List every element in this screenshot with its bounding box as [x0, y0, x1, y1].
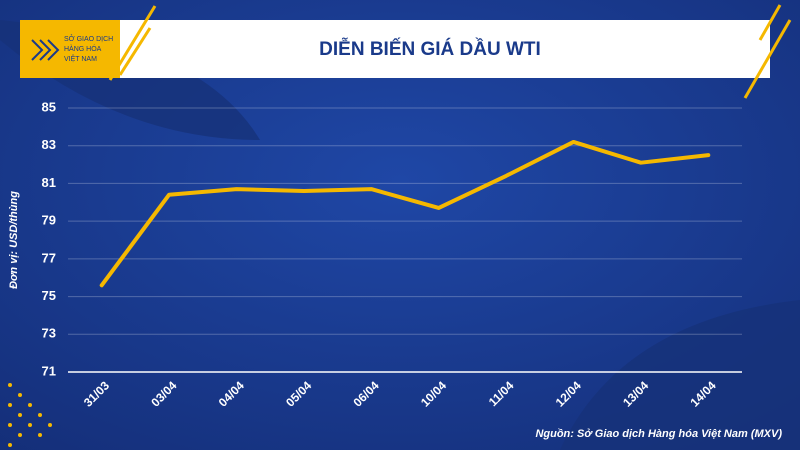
logo-text: HÀNG HÓA — [64, 44, 102, 53]
decor — [560, 300, 800, 450]
decor-dots — [8, 383, 52, 447]
y-tick-label: 81 — [42, 175, 56, 190]
y-axis-label: Đơn vị: USD/thùng — [8, 191, 20, 289]
title-banner — [120, 20, 770, 78]
logo-text: VIỆT NAM — [64, 54, 97, 63]
source-note: Nguồn: Sở Giao dịch Hàng hóa Việt Nam (M… — [535, 428, 782, 440]
y-tick-label: 77 — [42, 250, 56, 265]
logo-text: SỞ GIAO DỊCH — [64, 34, 113, 43]
y-tick-label: 71 — [42, 363, 56, 378]
line — [99, 139, 711, 288]
y-tick-label: 83 — [42, 137, 56, 152]
y-tick-label: 85 — [42, 99, 56, 114]
decor-lines — [108, 4, 792, 99]
chart-title: DIỄN BIẾN GIÁ DẦU WTI — [319, 38, 541, 60]
y-tick-label: 79 — [42, 213, 56, 228]
logo-box — [20, 20, 120, 78]
logo-icon — [31, 39, 60, 61]
y-tick-label: 75 — [42, 288, 56, 303]
y-tick-label: 73 — [42, 326, 56, 341]
